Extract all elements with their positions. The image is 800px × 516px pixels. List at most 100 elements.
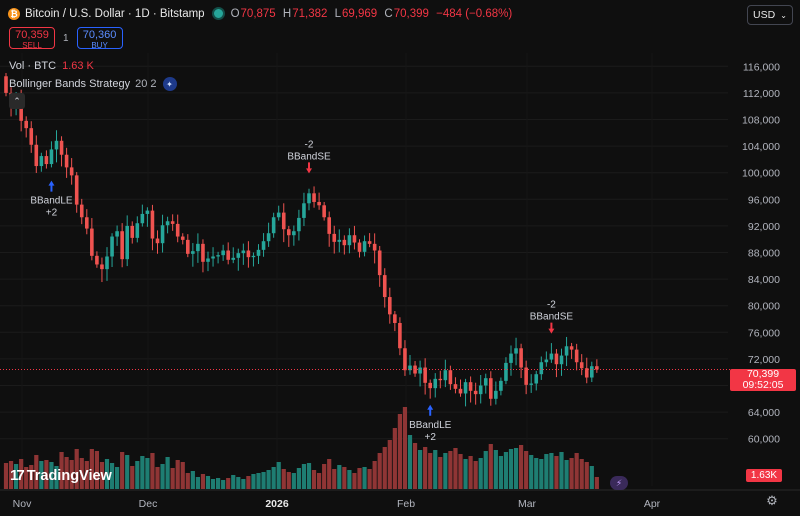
price-tick-label: 112,000 (743, 88, 780, 100)
candle-body (312, 193, 316, 202)
volume-bar (327, 459, 332, 489)
volume-bar (483, 451, 488, 489)
price-tick-label: 108,000 (742, 115, 780, 127)
volume-bar (574, 453, 579, 489)
currency-value: USD (753, 9, 776, 21)
candle-body (413, 365, 417, 374)
trade-panel: 70,359 SELL 1 70,360 BUY (9, 27, 123, 50)
volume-bar (231, 475, 236, 489)
volume-bar (19, 459, 24, 489)
buy-label: BUY (91, 41, 108, 50)
strategy-settings-icon[interactable]: ✦ (162, 77, 177, 91)
signal-label: BBandSE (287, 151, 331, 162)
candle-body (428, 382, 432, 389)
tradingview-logo[interactable]: 17 TradingView (10, 467, 112, 484)
price-tick-label: 76,000 (748, 327, 780, 339)
volume-bar (115, 467, 120, 489)
volume-bar (69, 460, 74, 489)
volume-bar (175, 460, 180, 489)
volume-bar (362, 467, 367, 489)
candle-body (165, 221, 170, 226)
volume-bar (372, 461, 377, 489)
order-quantity[interactable]: 1 (63, 32, 69, 44)
candle-body (514, 348, 518, 354)
volume-bar (155, 467, 160, 489)
volume-bar (286, 472, 291, 489)
price-tick-label: 104,000 (742, 141, 780, 153)
grid (0, 53, 728, 486)
volume-bar (221, 480, 226, 489)
tradingview-wordmark: TradingView (26, 467, 112, 484)
volume-bar (453, 448, 458, 489)
open-key: O (230, 7, 240, 20)
volume-bar (357, 468, 362, 489)
candle-body (226, 250, 230, 260)
volume-bar (246, 476, 251, 489)
symbol-title[interactable]: Bitcoin / U.S. Dollar · 1D · Bitstamp (25, 7, 205, 20)
volume-bar (8, 461, 14, 489)
candles[interactable] (4, 72, 599, 407)
candle-body (69, 167, 74, 176)
strategy-legend[interactable]: Bollinger Bands Strategy 20 2 ✦ (9, 77, 177, 91)
candle-body (302, 203, 306, 218)
volume-bar (579, 459, 584, 489)
candle-body (569, 346, 574, 350)
high-key: H (282, 7, 292, 20)
candle-body (564, 346, 569, 356)
candle-body (95, 255, 99, 265)
candle-body (590, 366, 594, 378)
lightning-icon[interactable]: ⚡ (610, 476, 628, 490)
volume-bar (423, 447, 428, 489)
volume-bar (216, 478, 221, 489)
volume-bar (195, 477, 200, 489)
candle-body (347, 235, 352, 246)
market-open-dot (211, 7, 225, 20)
volume-bar (39, 461, 44, 489)
volume-bar (468, 456, 473, 489)
candle-body (438, 378, 443, 381)
candle-body (494, 390, 498, 399)
volume-bar (367, 469, 372, 489)
long-signal-arrow (48, 180, 55, 192)
currency-selector[interactable]: USD ⌄ (747, 5, 793, 25)
signal-qty: -2 (547, 300, 556, 311)
gear-icon[interactable]: ⚙ (766, 493, 778, 508)
candle-body (478, 385, 483, 395)
candle-body (463, 382, 468, 394)
sell-button[interactable]: 70,359 SELL (9, 27, 55, 50)
candle-body (130, 225, 135, 238)
candle-body (357, 242, 362, 252)
volume-bar (150, 453, 155, 489)
candle-body (332, 233, 337, 242)
volume-bar (382, 447, 387, 489)
candle-body (145, 210, 150, 214)
candle-body (221, 250, 225, 256)
volume-bar (554, 456, 559, 489)
volume-bar (185, 473, 190, 489)
candle-body (39, 156, 44, 167)
candle-body (59, 140, 64, 155)
buy-button[interactable]: 70,360 BUY (76, 27, 123, 50)
volume-bar (301, 464, 307, 489)
candle-body (236, 253, 241, 258)
volume-badge: 1.63K (746, 469, 782, 482)
collapse-legend-icon[interactable]: ⌃ (9, 93, 25, 109)
time-tick-label: Mar (518, 498, 537, 510)
volume-bar (24, 467, 29, 489)
candle-body (211, 256, 215, 259)
candle-body (4, 76, 8, 93)
candle-body (251, 255, 256, 258)
volume-bar (54, 466, 59, 489)
volume-bar (589, 466, 594, 489)
candle-body (574, 349, 579, 363)
volume-bar (59, 452, 64, 489)
candle-body (120, 231, 124, 260)
volume-bar (544, 454, 549, 489)
volume-bar (519, 445, 524, 489)
price-tick-label: 116,000 (743, 61, 780, 73)
buy-price: 70,360 (82, 29, 117, 41)
volume-legend[interactable]: Vol · BTC 1.63 K (9, 60, 94, 72)
candle-body (44, 156, 49, 165)
